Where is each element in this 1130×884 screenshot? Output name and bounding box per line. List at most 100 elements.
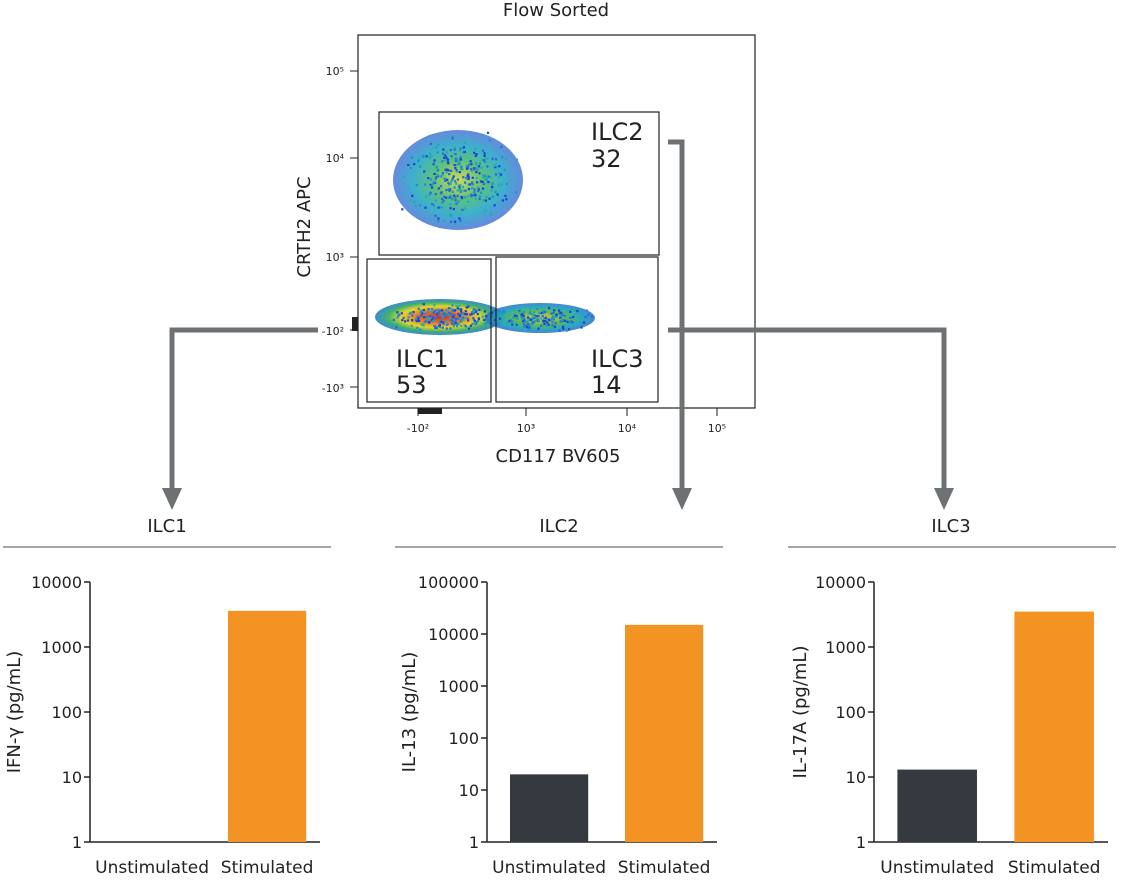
event-dot	[454, 196, 457, 199]
event-dot	[473, 151, 476, 154]
event-dot	[540, 306, 544, 309]
event-dot	[569, 316, 572, 319]
event-dot	[455, 182, 458, 185]
event-dot	[478, 198, 481, 201]
event-dot	[440, 320, 443, 324]
x-category-label: Unstimulated	[492, 858, 606, 878]
event-dot	[527, 316, 530, 319]
event-dot	[526, 325, 529, 328]
event-dot	[478, 308, 481, 311]
event-dot	[458, 217, 461, 220]
event-dot	[477, 319, 480, 322]
event-dot	[463, 195, 466, 198]
event-dot	[467, 165, 470, 168]
arrow-head	[934, 488, 954, 510]
event-dot	[477, 188, 480, 191]
event-dot	[514, 191, 517, 194]
event-dot	[551, 324, 554, 327]
event-dot	[458, 187, 461, 190]
y-tick-label: 10000	[815, 573, 866, 592]
event-dot	[448, 173, 451, 176]
event-dot	[429, 178, 433, 181]
event-dot	[545, 318, 548, 322]
event-dot	[445, 308, 448, 311]
event-dot	[424, 206, 427, 209]
event-dot	[466, 167, 469, 170]
event-dot	[552, 315, 555, 318]
event-dot	[467, 327, 471, 330]
event-dot	[505, 182, 508, 186]
event-dot	[550, 312, 553, 315]
gate-ilc3-name: ILC3	[591, 345, 643, 373]
flow-y-axis: 10⁵ 10⁴ 10³ -10² -10³	[322, 65, 358, 395]
event-dot	[450, 220, 453, 223]
y-tick-label: 1	[856, 833, 866, 852]
event-dot	[427, 320, 430, 324]
event-dot	[511, 320, 514, 323]
event-dot	[440, 175, 443, 178]
event-dot	[484, 322, 487, 325]
event-dot	[461, 186, 465, 189]
y-tick-label: 10	[62, 768, 82, 787]
bar-stimulated	[1014, 611, 1094, 842]
event-dot	[448, 183, 451, 186]
event-dot	[462, 146, 465, 149]
event-dot	[437, 308, 440, 312]
event-dot	[488, 197, 491, 200]
event-dot	[464, 196, 467, 199]
event-dot	[424, 195, 428, 198]
event-dot	[544, 316, 547, 319]
event-dot	[493, 164, 496, 167]
event-dot	[472, 311, 475, 314]
event-dot	[447, 181, 450, 184]
event-dot	[463, 324, 466, 327]
event-dot	[439, 309, 442, 312]
event-dot	[522, 322, 525, 325]
event-dot	[436, 173, 439, 176]
event-dot	[472, 194, 475, 197]
event-dot	[485, 176, 489, 179]
event-dot	[432, 161, 435, 164]
event-dot	[433, 309, 436, 313]
event-dot	[448, 311, 451, 314]
event-dot	[410, 324, 413, 327]
event-dot	[431, 203, 434, 206]
event-dot	[451, 320, 454, 323]
event-dot	[401, 319, 404, 322]
event-dot	[531, 316, 534, 319]
event-dot	[562, 327, 565, 330]
event-dot	[473, 190, 476, 193]
gate-ilc3-value: 14	[591, 371, 622, 399]
flow-plot-frame	[357, 34, 756, 409]
event-dot	[559, 320, 562, 323]
event-dot	[451, 304, 454, 307]
event-dot	[450, 312, 453, 315]
event-dot	[464, 313, 467, 316]
event-dot	[456, 170, 459, 173]
event-dot	[501, 156, 504, 159]
event-dot	[403, 175, 406, 179]
event-dot	[462, 176, 465, 179]
event-dot	[397, 314, 400, 317]
event-dot	[488, 139, 491, 142]
event-dot	[429, 152, 432, 155]
event-dot	[571, 307, 574, 310]
event-dot	[584, 315, 587, 319]
event-dot	[473, 192, 477, 195]
gate-ilc1	[366, 258, 492, 403]
event-dot	[425, 155, 428, 158]
event-dot	[498, 176, 501, 179]
event-dot	[498, 165, 501, 168]
event-dot	[580, 326, 583, 329]
event-dot	[532, 313, 535, 317]
event-dot	[419, 309, 423, 312]
event-dot	[396, 311, 399, 314]
gate-ilc1-value: 53	[396, 371, 427, 399]
bar-chart-ilc1: ILC1 10000 1000 100 10 1 IFN-γ (pg/mL) Unstimul…	[3, 516, 331, 878]
flow-y-tick: -10²	[322, 325, 344, 338]
event-dot	[477, 189, 480, 193]
y-tick-label: 10000	[31, 573, 82, 592]
event-dot	[460, 319, 463, 322]
event-dot	[505, 198, 508, 201]
bar-charts: ILC1 10000 1000 100 10 1 IFN-γ (pg/mL) Unstimul…	[3, 516, 1116, 878]
